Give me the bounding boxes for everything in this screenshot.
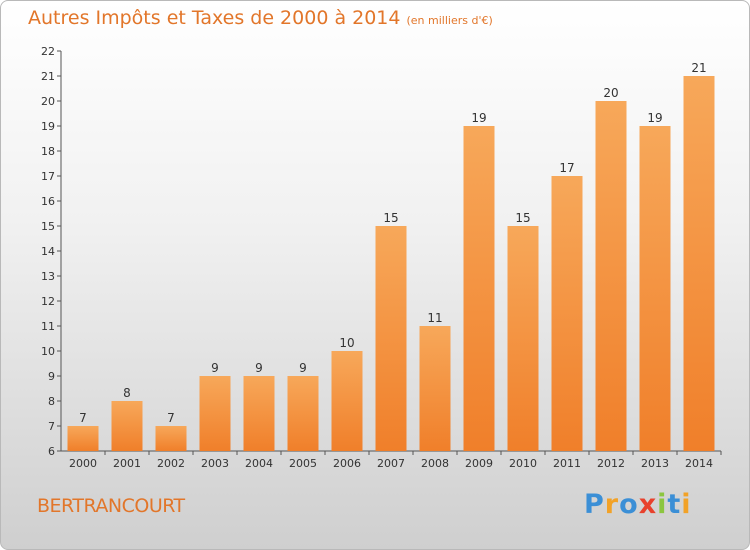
chart-unit-label: (en milliers d'€) <box>406 14 493 27</box>
bar <box>595 101 627 451</box>
chart-title: Autres Impôts et Taxes de 2000 à 2014 (en… <box>28 7 493 29</box>
x-tick-label: 2002 <box>157 457 185 470</box>
x-tick-label: 2010 <box>509 457 537 470</box>
y-tick-label: 22 <box>41 45 55 58</box>
bar-value-label: 7 <box>167 411 175 425</box>
y-tick-label: 20 <box>41 95 55 108</box>
logo-letter: t <box>667 489 682 520</box>
x-tick-label: 2006 <box>333 457 361 470</box>
bar-value-label: 9 <box>255 361 263 375</box>
bar-value-label: 21 <box>691 61 706 75</box>
proxiti-logo: Proxiti <box>584 489 692 520</box>
x-tick-label: 2014 <box>685 457 713 470</box>
y-tick-label: 17 <box>41 170 55 183</box>
y-tick-label: 7 <box>48 420 55 433</box>
bar <box>683 76 715 451</box>
y-tick-label: 9 <box>48 370 55 383</box>
bar <box>67 426 99 451</box>
bar <box>551 176 583 451</box>
bar <box>419 326 451 451</box>
logo-letter: o <box>619 489 639 520</box>
logo-letter: P <box>584 489 605 520</box>
bar <box>639 126 671 451</box>
bar <box>287 376 319 451</box>
x-tick-label: 2003 <box>201 457 229 470</box>
bar-value-label: 19 <box>647 111 662 125</box>
x-tick-label: 2005 <box>289 457 317 470</box>
bar-value-label: 11 <box>427 311 442 325</box>
y-tick-label: 16 <box>41 195 55 208</box>
x-tick-label: 2013 <box>641 457 669 470</box>
chart-title-main: Autres Impôts et Taxes de 2000 à 2014 <box>28 7 401 29</box>
bar <box>199 376 231 451</box>
bar-value-label: 10 <box>339 336 354 350</box>
bar <box>155 426 187 451</box>
y-tick-label: 12 <box>41 295 55 308</box>
logo-letter: i <box>657 489 668 520</box>
y-tick-label: 10 <box>41 345 55 358</box>
logo-letter: x <box>638 489 658 520</box>
y-tick-label: 13 <box>41 270 55 283</box>
place-name: BERTRANCOURT <box>37 495 185 517</box>
y-tick-label: 19 <box>41 120 55 133</box>
bar-value-label: 9 <box>211 361 219 375</box>
bar <box>111 401 143 451</box>
bar-value-label: 20 <box>603 86 618 100</box>
bar-value-label: 15 <box>515 211 530 225</box>
y-tick-label: 18 <box>41 145 55 158</box>
y-tick-label: 11 <box>41 320 55 333</box>
y-tick-label: 6 <box>48 445 55 458</box>
bar-value-label: 19 <box>471 111 486 125</box>
y-tick-label: 15 <box>41 220 55 233</box>
bar-value-label: 7 <box>79 411 87 425</box>
x-tick-label: 2004 <box>245 457 273 470</box>
bar <box>507 226 539 451</box>
x-tick-label: 2000 <box>69 457 97 470</box>
bar-value-label: 15 <box>383 211 398 225</box>
bar-value-label: 8 <box>123 386 131 400</box>
bar <box>331 351 363 451</box>
chart-bars: 7 8 7 9 9 9 10 15 11 19 15 17 20 19 21 <box>67 61 715 451</box>
bar-value-label: 17 <box>559 161 574 175</box>
y-tick-label: 8 <box>48 395 55 408</box>
x-tick-label: 2008 <box>421 457 449 470</box>
x-tick-label: 2012 <box>597 457 625 470</box>
bar <box>463 126 495 451</box>
x-tick-label: 2001 <box>113 457 141 470</box>
bar <box>375 226 407 451</box>
x-tick-label: 2007 <box>377 457 405 470</box>
y-tick-label: 14 <box>41 245 55 258</box>
logo-letter: r <box>604 489 620 520</box>
y-tick-label: 21 <box>41 70 55 83</box>
x-tick-label: 2011 <box>553 457 581 470</box>
bar <box>243 376 275 451</box>
x-tick-label: 2009 <box>465 457 493 470</box>
bar-value-label: 9 <box>299 361 307 375</box>
logo-letter: i <box>681 489 692 520</box>
